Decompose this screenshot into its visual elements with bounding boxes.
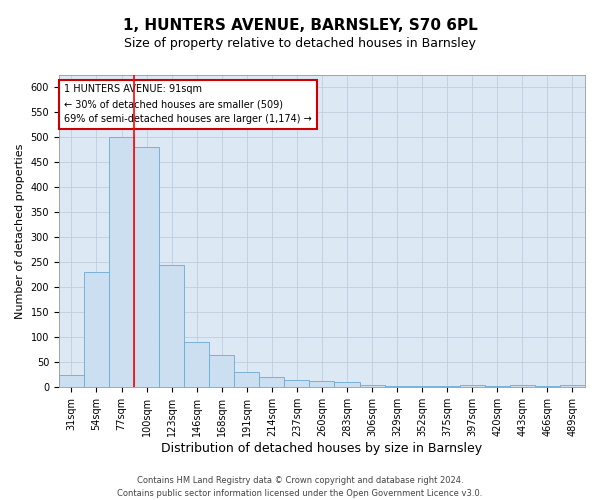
Bar bbox=[134, 148, 159, 388]
Bar bbox=[109, 138, 134, 388]
Bar bbox=[159, 265, 184, 388]
Bar bbox=[460, 385, 485, 388]
Bar bbox=[535, 386, 560, 388]
Bar bbox=[259, 378, 284, 388]
Text: Contains HM Land Registry data © Crown copyright and database right 2024.
Contai: Contains HM Land Registry data © Crown c… bbox=[118, 476, 482, 498]
Bar bbox=[434, 386, 460, 388]
Bar bbox=[485, 386, 510, 388]
Text: 1, HUNTERS AVENUE, BARNSLEY, S70 6PL: 1, HUNTERS AVENUE, BARNSLEY, S70 6PL bbox=[122, 18, 478, 32]
Bar bbox=[359, 385, 385, 388]
Bar bbox=[560, 385, 585, 388]
Bar bbox=[334, 382, 359, 388]
Bar bbox=[385, 386, 410, 388]
Bar bbox=[284, 380, 310, 388]
Text: 1 HUNTERS AVENUE: 91sqm
← 30% of detached houses are smaller (509)
69% of semi-d: 1 HUNTERS AVENUE: 91sqm ← 30% of detache… bbox=[64, 84, 312, 124]
Bar bbox=[59, 375, 84, 388]
Bar bbox=[84, 272, 109, 388]
X-axis label: Distribution of detached houses by size in Barnsley: Distribution of detached houses by size … bbox=[161, 442, 482, 455]
Bar bbox=[410, 386, 434, 388]
Bar bbox=[184, 342, 209, 388]
Bar bbox=[209, 355, 234, 388]
Bar bbox=[234, 372, 259, 388]
Bar bbox=[510, 385, 535, 388]
Text: Size of property relative to detached houses in Barnsley: Size of property relative to detached ho… bbox=[124, 38, 476, 51]
Y-axis label: Number of detached properties: Number of detached properties bbox=[15, 144, 25, 319]
Bar bbox=[310, 382, 334, 388]
